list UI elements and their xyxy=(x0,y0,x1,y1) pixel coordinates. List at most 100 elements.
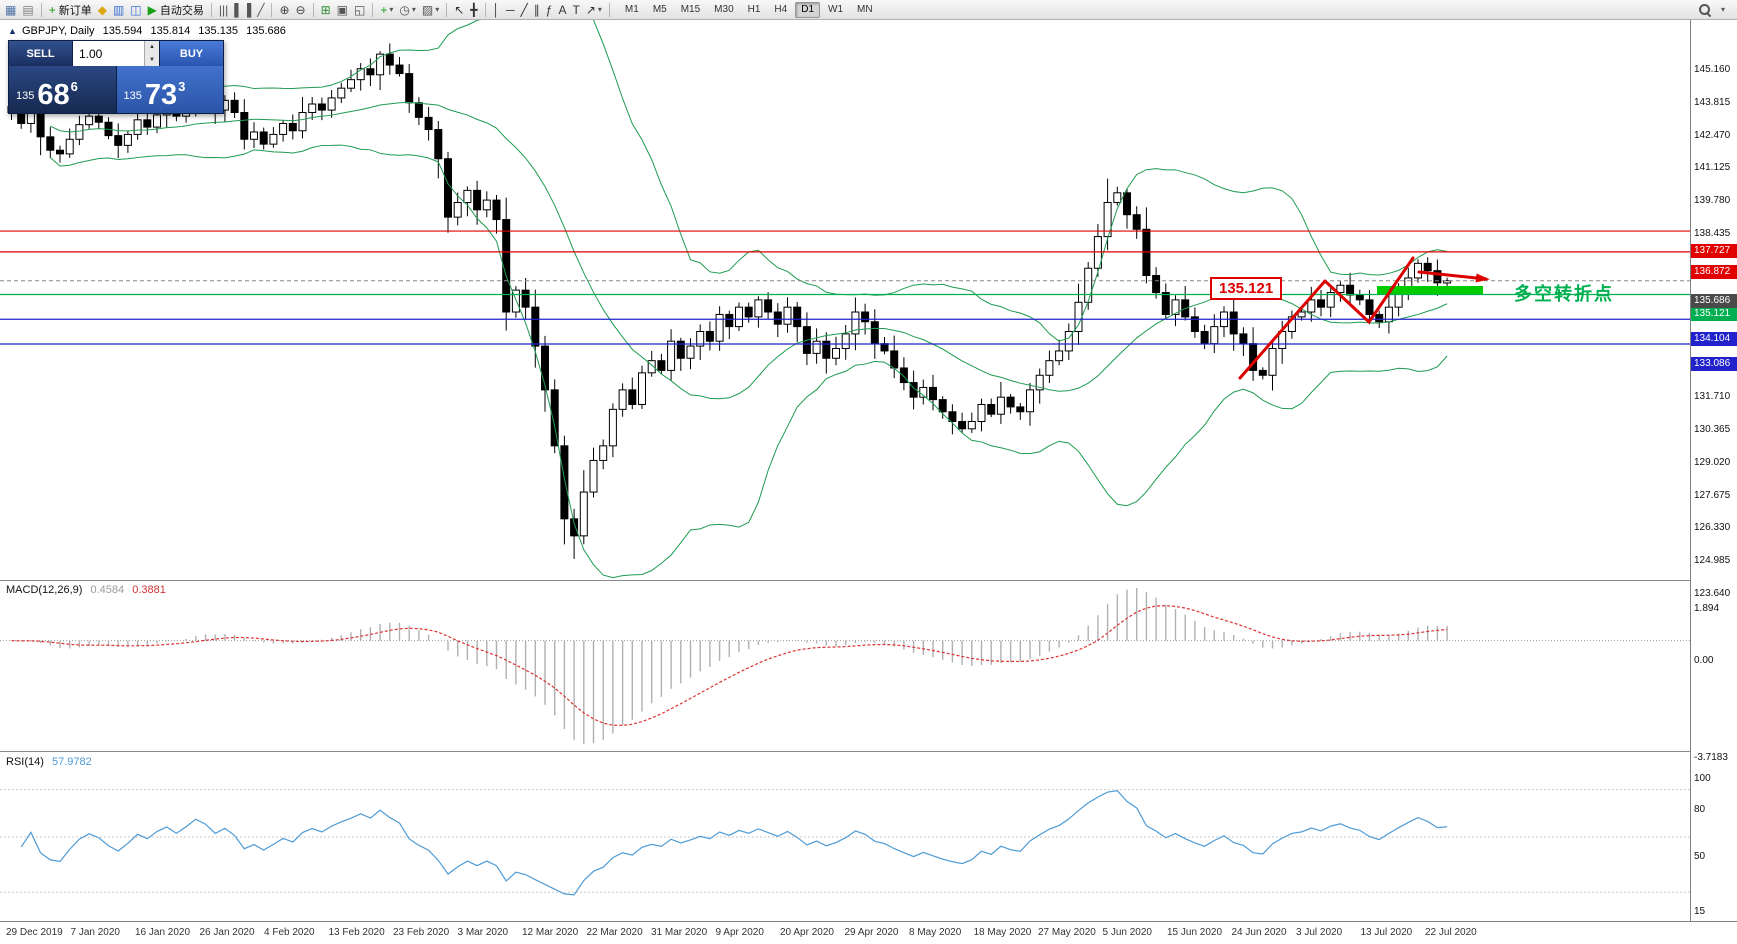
horizontal-line-icon: ─ xyxy=(506,2,515,17)
favorites-button[interactable]: ◆ xyxy=(95,1,110,18)
timeframe-w1-button[interactable]: W1 xyxy=(822,2,849,18)
volume-up-button[interactable]: ▲ xyxy=(145,41,159,54)
navigator-button[interactable]: ◫ xyxy=(127,1,144,18)
one-click-panel-toggle[interactable]: ▲ xyxy=(8,26,17,36)
rsi-axis-label: 80 xyxy=(1694,803,1706,815)
line-chart-button[interactable]: ╱ xyxy=(254,1,267,18)
templates-button[interactable]: ▨ ▾ xyxy=(419,1,442,18)
macd-axis-label: 1.894 xyxy=(1694,603,1720,614)
cursor-button[interactable]: ↖ xyxy=(451,1,467,18)
channel-button[interactable]: ∥ xyxy=(531,1,543,18)
panel-splitter[interactable] xyxy=(0,751,1737,752)
sell-button[interactable]: SELL xyxy=(9,41,73,66)
date-axis-label: 23 Feb 2020 xyxy=(393,927,450,938)
timeframe-h1-button[interactable]: H1 xyxy=(742,2,767,18)
macd-axis-label: -3.7183 xyxy=(1694,752,1728,763)
timeframe-m15-button[interactable]: M15 xyxy=(675,2,706,18)
crosshair-button[interactable]: ╋ xyxy=(467,1,480,18)
rsi-axis-label: 50 xyxy=(1694,851,1706,862)
turning-point-note: 多空转折点 xyxy=(1514,284,1614,304)
date-axis-label: 3 Mar 2020 xyxy=(457,927,509,938)
toolbar-overflow-icon[interactable]: ▾ xyxy=(1720,5,1725,14)
indicators-button[interactable]: + ▾ xyxy=(377,1,396,18)
autotrading-button[interactable]: ▶ 自动交易 xyxy=(145,1,207,18)
search-icon[interactable] xyxy=(1698,3,1711,16)
autotrading-icon: ▶ xyxy=(147,2,157,17)
date-axis-label: 9 Apr 2020 xyxy=(715,927,764,938)
chart-info-line: GBPJPY, Daily 135.594 135.814 135.135 13… xyxy=(22,25,291,37)
toolbar-separator xyxy=(446,2,448,17)
line-chart-icon: ╱ xyxy=(257,2,265,17)
profiles-icon: ▤ xyxy=(22,2,34,17)
volume-down-button[interactable]: ▼ xyxy=(145,53,159,66)
new-order-button[interactable]: + 新订单 xyxy=(46,1,95,18)
timeframe-h4-button[interactable]: H4 xyxy=(768,2,793,18)
macd-label-row: MACD(12,26,9) 0.4584 0.3881 xyxy=(6,584,171,596)
toolbar-right: ▾ xyxy=(1698,3,1735,16)
cursor-icon: ↖ xyxy=(454,2,465,17)
price-level-tag: 134.104 xyxy=(1691,332,1737,347)
label-button[interactable]: T xyxy=(569,1,582,18)
label-icon: T xyxy=(572,2,580,17)
candlestick-chart-icon: ▌▐ xyxy=(234,2,252,17)
date-axis-label: 16 Jan 2020 xyxy=(135,927,191,938)
volume-stepper: ▲ ▼ xyxy=(144,41,159,66)
zoom-out-button[interactable]: ⊖ xyxy=(293,1,309,18)
zoom-in-button[interactable]: ⊕ xyxy=(276,1,292,18)
tile-windows-icon: ▣ xyxy=(336,2,348,17)
horizontal-line-button[interactable]: ─ xyxy=(503,1,518,18)
date-axis-label: 13 Feb 2020 xyxy=(328,927,385,938)
crosshair-icon: ╋ xyxy=(470,2,478,17)
date-axis-label: 3 Jul 2020 xyxy=(1296,927,1343,938)
grid-icon: ⊞ xyxy=(320,2,331,17)
toolbar-separator xyxy=(271,2,273,17)
price-level-tag: 137.727 xyxy=(1691,244,1737,259)
trendline-button[interactable]: ╱ xyxy=(518,1,531,18)
templates-icon: ▨ xyxy=(421,2,434,17)
volume-value[interactable]: 1.00 xyxy=(79,46,103,61)
bid-price-prefix: 135 xyxy=(16,90,35,102)
date-axis-label: 13 Jul 2020 xyxy=(1360,927,1413,938)
vertical-line-button[interactable]: │ xyxy=(490,1,504,18)
bid-price-panel[interactable]: 135 68 6 xyxy=(9,66,117,113)
date-axis-label: 12 Mar 2020 xyxy=(522,927,579,938)
periods-button[interactable]: ◷ ▾ xyxy=(396,1,419,18)
autotrading-button-label: 自动交易 xyxy=(159,4,204,17)
toolbar: ▦ ▤ + 新订单 ◆ ▥ ◫ ▶ 自动交易 ||| ▌▐ ╱ ⊕ ⊖ ⊞ ▣ ◱ + ▾ ◷ ▾ ▨ ▾ ↖ ╋ │ ─ ╱ ∥ ƒ A T… xyxy=(0,0,1737,20)
navigator-icon: ◫ xyxy=(130,2,142,17)
timeframe-m30-button[interactable]: M30 xyxy=(708,2,739,18)
timeframe-d1-button[interactable]: D1 xyxy=(795,1,821,18)
timeframe-mn-button[interactable]: MN xyxy=(851,2,879,18)
cascade-windows-button[interactable]: ◱ xyxy=(351,1,368,18)
buy-button[interactable]: BUY xyxy=(159,41,223,66)
bar-chart-button[interactable]: ||| xyxy=(216,1,231,18)
volume-field[interactable]: 1.00 ▲ ▼ xyxy=(73,41,159,66)
rsi-value: 57.9782 xyxy=(51,756,92,768)
new-order-button-label: 新订单 xyxy=(58,4,92,17)
text-button[interactable]: A xyxy=(555,1,569,18)
rsi-axis-label: 15 xyxy=(1694,906,1706,918)
one-click-trading-panel: SELL 1.00 ▲ ▼ BUY 135 68 6 135 73 3 xyxy=(8,40,224,114)
candlestick-chart-button[interactable]: ▌▐ xyxy=(231,1,254,18)
ask-price-big: 73 xyxy=(144,79,178,112)
ask-price-panel[interactable]: 135 73 3 xyxy=(116,66,223,113)
price-axis-label: 131.710 xyxy=(1694,391,1731,403)
market-watch-button[interactable]: ▥ xyxy=(110,1,127,18)
profiles-button[interactable]: ▤ xyxy=(19,1,36,18)
fibonacci-button[interactable]: ƒ xyxy=(543,1,556,18)
date-axis[interactable]: 29 Dec 2019 7 Jan 2020 16 Jan 2020 26 Jan 2… xyxy=(0,921,1737,944)
new-chart-button[interactable]: ▦ xyxy=(2,1,19,18)
arrows-button[interactable]: ↗ ▾ xyxy=(583,1,605,18)
ask-price-prefix: 135 xyxy=(123,90,142,102)
timeframe-m1-button[interactable]: M1 xyxy=(619,2,645,18)
date-axis-label: 29 Apr 2020 xyxy=(844,927,899,938)
grid-button[interactable]: ⊞ xyxy=(318,1,334,18)
price-axis[interactable]: 145.160 143.815 142.470 141.125 139.780 138.4… xyxy=(1690,20,1737,921)
timeframe-m5-button[interactable]: M5 xyxy=(647,2,673,18)
cascade-windows-icon: ◱ xyxy=(354,2,366,17)
dropdown-caret-icon: ▾ xyxy=(389,5,394,14)
tile-windows-button[interactable]: ▣ xyxy=(334,1,351,18)
date-axis-label: 15 Jun 2020 xyxy=(1167,927,1223,938)
panel-splitter[interactable] xyxy=(0,580,1737,581)
